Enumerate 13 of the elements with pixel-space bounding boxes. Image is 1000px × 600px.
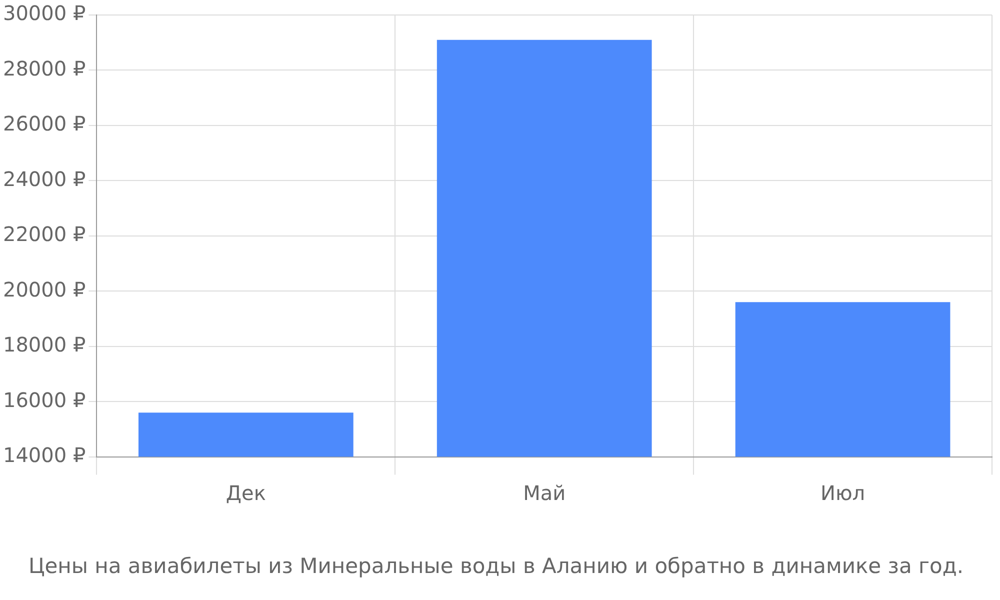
- y-tick-label: 30000 ₽: [2, 1, 86, 26]
- text: Цены на авиабилеты из Минеральные воды в Аланию и обратно в динамике за год.: [28, 554, 964, 578]
- y-tick-label: 22000 ₽: [2, 222, 86, 246]
- y-tick-label: 20000 ₽: [2, 277, 86, 302]
- y-tick-label: 14000 ₽: [2, 443, 86, 468]
- y-tick-label: 24000 ₽: [2, 166, 86, 191]
- y-tick-label: 18000 ₽: [2, 332, 86, 357]
- x-tick-label: Июл: [820, 481, 866, 506]
- x-tick-label: Май: [523, 481, 566, 506]
- y-tick-label: 26000 ₽: [2, 112, 86, 136]
- y-tick-label: 16000 ₽: [2, 388, 86, 412]
- y-tick-label: 28000 ₽: [2, 56, 86, 80]
- x-tick-label: Дек: [226, 481, 266, 506]
